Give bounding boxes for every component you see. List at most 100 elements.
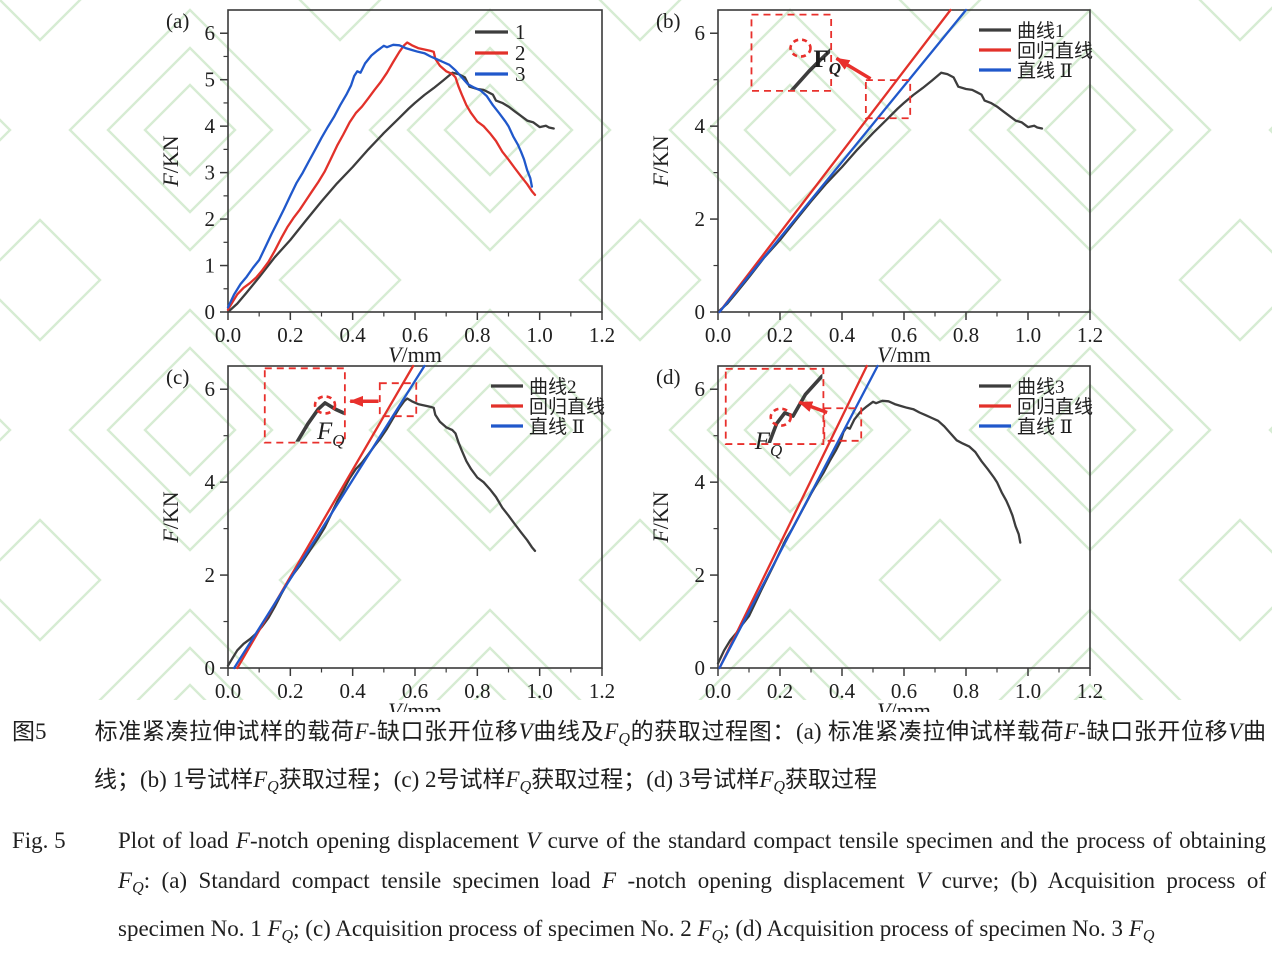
legend-label: 直线 Ⅱ bbox=[1017, 60, 1073, 82]
legend-label: 曲线2 bbox=[529, 376, 577, 398]
caption-english: Fig. 5 Plot of load F-notch opening displ… bbox=[12, 821, 1266, 956]
y-tick-label: 0 bbox=[205, 300, 216, 324]
x-tick-label: 1.0 bbox=[527, 323, 553, 347]
inset-series-曲线2 bbox=[295, 401, 344, 442]
watermark-pattern bbox=[0, 0, 1272, 700]
x-tick-label: 0.6 bbox=[402, 679, 428, 703]
x-tick-label: 0.4 bbox=[829, 323, 856, 347]
panel-label: (a) bbox=[166, 9, 189, 33]
y-tick-label: 2 bbox=[205, 207, 216, 231]
series-1 bbox=[226, 71, 555, 314]
fq-marker-circle bbox=[789, 38, 812, 58]
fq-label: FQ bbox=[754, 428, 783, 460]
panel-label: (d) bbox=[656, 365, 681, 389]
y-tick-label: 4 bbox=[695, 470, 706, 494]
y-axis-label: F/KN bbox=[158, 135, 183, 187]
legend-label: 回归直线 bbox=[1017, 396, 1093, 418]
x-tick-label: 1.2 bbox=[589, 679, 615, 703]
figure-caption: 图5 标准紧凑拉伸试样的载荷F-缺口张开位移V曲线及FQ的获取过程图：(a) 标准… bbox=[12, 712, 1266, 956]
legend: 123 bbox=[475, 20, 526, 86]
y-tick-label: 6 bbox=[205, 377, 216, 401]
x-tick-label: 0.0 bbox=[705, 679, 731, 703]
inset-box bbox=[724, 367, 825, 445]
zoom-region-rect bbox=[864, 79, 912, 120]
legend-label: 回归直线 bbox=[529, 396, 605, 418]
y-tick-label: 4 bbox=[695, 114, 706, 138]
caption-tag: Fig. 5 bbox=[12, 828, 66, 853]
x-axis-label: V/mm bbox=[877, 342, 931, 367]
caption-tag: 图5 bbox=[12, 719, 47, 744]
series-2 bbox=[226, 41, 537, 311]
inset-series-曲线3 bbox=[767, 373, 823, 444]
y-axis-label: F/KN bbox=[648, 135, 673, 187]
series-回归直线 bbox=[718, 8, 952, 314]
panel-label: (c) bbox=[166, 365, 189, 389]
x-tick-label: 0.8 bbox=[953, 323, 979, 347]
legend-label: 曲线1 bbox=[1017, 20, 1065, 42]
x-tick-label: 1.0 bbox=[1015, 679, 1041, 703]
x-tick-label: 0.2 bbox=[767, 323, 793, 347]
legend-label: 曲线3 bbox=[1017, 376, 1065, 398]
x-tick-label: 0.8 bbox=[464, 679, 490, 703]
y-tick-label: 2 bbox=[205, 563, 216, 587]
inset-content bbox=[767, 373, 823, 444]
y-tick-label: 6 bbox=[695, 377, 706, 401]
x-tick-label: 0.2 bbox=[277, 679, 303, 703]
fq-marker-circle bbox=[313, 395, 337, 415]
x-tick-label: 1.0 bbox=[527, 679, 553, 703]
panel-c: (c) 0.0 0.2 0.4 0.6 0.8 1.0 1.2 0 2 4 6 V/mm F/KN 曲线2回… bbox=[158, 364, 615, 712]
legend-label: 回归直线 bbox=[1017, 40, 1093, 62]
x-tick-label: 0.2 bbox=[767, 679, 793, 703]
y-tick-label: 0 bbox=[695, 300, 706, 324]
y-tick-label: 0 bbox=[695, 656, 706, 680]
y-axis-label: F/KN bbox=[648, 491, 673, 543]
y-tick-label: 4 bbox=[205, 114, 216, 138]
y-tick-label: 1 bbox=[205, 254, 216, 278]
series-3 bbox=[226, 43, 534, 309]
panel-d: (d) 0.0 0.2 0.4 0.6 0.8 1.0 1.2 0 2 4 6 V/mm F/KN 曲线3回… bbox=[648, 364, 1103, 712]
inset-box bbox=[750, 13, 833, 92]
y-tick-label: 2 bbox=[695, 207, 706, 231]
legend-label: 3 bbox=[515, 62, 526, 86]
y-tick-label: 6 bbox=[695, 21, 706, 45]
x-tick-label: 0.6 bbox=[402, 323, 428, 347]
x-tick-label: 1.0 bbox=[1015, 323, 1041, 347]
y-tick-label: 2 bbox=[695, 563, 706, 587]
series-直线 Ⅱ bbox=[233, 364, 426, 670]
x-tick-label: 0.8 bbox=[464, 323, 490, 347]
legend-label: 直线 Ⅱ bbox=[529, 416, 585, 438]
inset-content bbox=[295, 401, 344, 442]
zoom-region-rect bbox=[378, 382, 418, 418]
x-tick-label: 0.4 bbox=[829, 679, 856, 703]
x-tick-label: 0.4 bbox=[340, 323, 367, 347]
panel-label: (b) bbox=[656, 9, 681, 33]
x-tick-label: 1.2 bbox=[589, 323, 615, 347]
y-tick-label: 6 bbox=[205, 21, 216, 45]
legend-label: 2 bbox=[515, 41, 526, 65]
x-tick-label: 0.8 bbox=[953, 679, 979, 703]
x-tick-label: 0.4 bbox=[340, 679, 367, 703]
inset-pointer-arrow bbox=[798, 400, 828, 415]
y-tick-label: 5 bbox=[205, 68, 216, 92]
panel-b: (b) 0.0 0.2 0.4 0.6 0.8 1.0 1.2 0 2 4 6 V/mm F/KN 曲线1回… bbox=[648, 8, 1103, 367]
zoom-region-rect bbox=[823, 407, 863, 442]
x-tick-label: 1.2 bbox=[1077, 679, 1103, 703]
y-axis-label: F/KN bbox=[158, 491, 183, 543]
series-回归直线 bbox=[718, 364, 868, 670]
inset-pointer-arrow bbox=[835, 56, 872, 81]
x-tick-label: 0.6 bbox=[891, 323, 917, 347]
x-axis-label: V/mm bbox=[388, 698, 442, 712]
figure-panels: (a)0.0 0.2 0.4 0.6 0.8 1.0 1.20123456V/mmF/KN1… bbox=[0, 0, 1272, 712]
fq-label: FQ bbox=[316, 418, 345, 450]
y-tick-label: 0 bbox=[205, 656, 216, 680]
x-axis-label: V/mm bbox=[388, 342, 442, 367]
caption-chinese: 图5 标准紧凑拉伸试样的载荷F-缺口张开位移V曲线及FQ的获取过程图：(a) 标准… bbox=[12, 712, 1266, 807]
series-直线 Ⅱ bbox=[718, 364, 879, 670]
x-tick-label: 0.2 bbox=[277, 323, 303, 347]
panel-a: (a)0.0 0.2 0.4 0.6 0.8 1.0 1.20123456V/mmF/KN1… bbox=[158, 9, 615, 367]
x-tick-label: 0.0 bbox=[215, 679, 241, 703]
fq-marker-circle bbox=[769, 407, 793, 427]
